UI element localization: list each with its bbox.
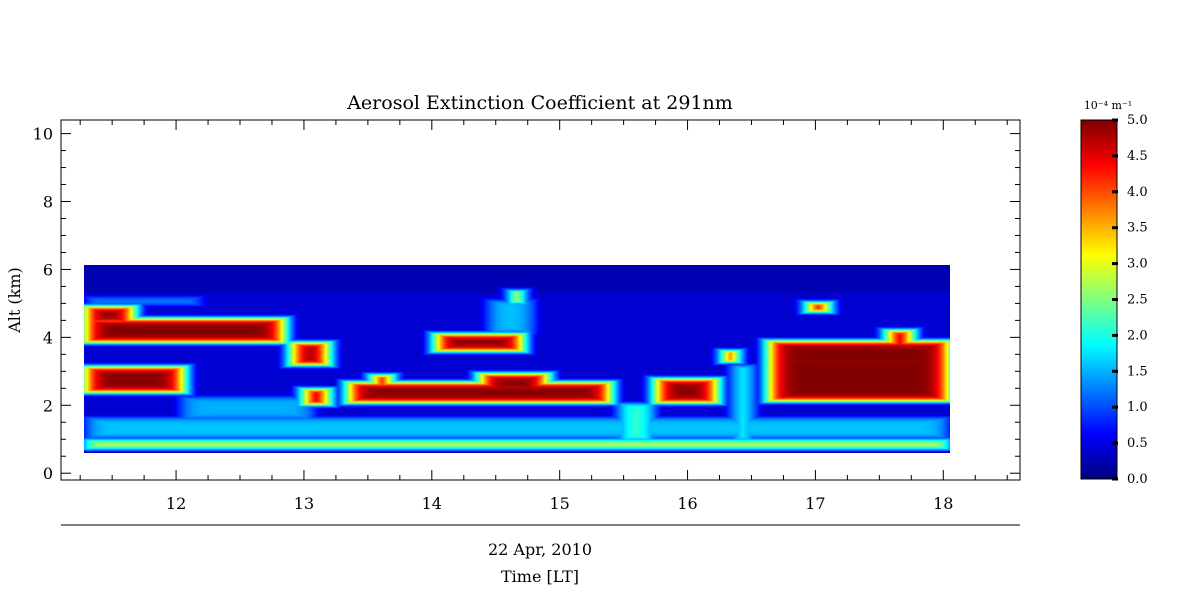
colorbar-ticks: 5.0 4.5 4.0 3.5 3.0 2.5 2.0 1.5 1.0 0.5 0.0	[1112, 113, 1148, 487]
colorbar-tick-label: 0.0	[1127, 472, 1148, 487]
colorbar-tick-label: 4.0	[1127, 185, 1148, 200]
y-axis-label: Alt (km)	[5, 267, 24, 334]
x-tick-label: 14	[422, 494, 442, 513]
y-tick-label: 6	[43, 260, 53, 279]
colorbar-tick-label: 4.5	[1127, 149, 1148, 164]
colorbar-tick-label: 2.0	[1127, 328, 1148, 343]
colorbar-tick-label: 2.5	[1127, 293, 1148, 308]
colorbar-gradient	[1081, 120, 1117, 479]
colorbar-tick-label: 1.5	[1127, 364, 1148, 379]
y-tick-label: 4	[43, 328, 53, 347]
colorbar-tick-label: 3.0	[1127, 257, 1148, 272]
y-tick-label: 0	[43, 464, 53, 483]
colorbar-tick-label: 5.0	[1127, 113, 1148, 128]
plot-frame	[60, 119, 1021, 481]
x-tick-label: 13	[294, 494, 314, 513]
x-tick-label: 12	[166, 494, 186, 513]
colorbar-unit-label: 10⁻⁴ m⁻¹	[1084, 99, 1132, 112]
y-tick-label: 8	[43, 193, 53, 212]
y-axis: 0 2 4 6 8 10	[33, 125, 1020, 483]
x-tick-label: 15	[550, 494, 570, 513]
x-tick-label: 16	[677, 494, 697, 513]
date-label: 22 Apr, 2010	[488, 540, 592, 559]
y-tick-label: 10	[33, 125, 53, 144]
chart-title: Aerosol Extinction Coefficient at 291nm	[346, 92, 733, 114]
colorbar-tick-label: 0.5	[1127, 436, 1148, 451]
x-tick-label: 17	[805, 494, 825, 513]
x-axis-label: Time [LT]	[501, 567, 579, 586]
x-tick-label: 18	[933, 494, 953, 513]
heatmap-region	[84, 265, 950, 453]
colorbar-tick-label: 1.0	[1127, 400, 1148, 415]
y-tick-label: 2	[43, 396, 53, 415]
colorbar-tick-label: 3.5	[1127, 221, 1148, 236]
x-axis: 12 13 14 15 16 17 18	[79, 120, 1008, 513]
